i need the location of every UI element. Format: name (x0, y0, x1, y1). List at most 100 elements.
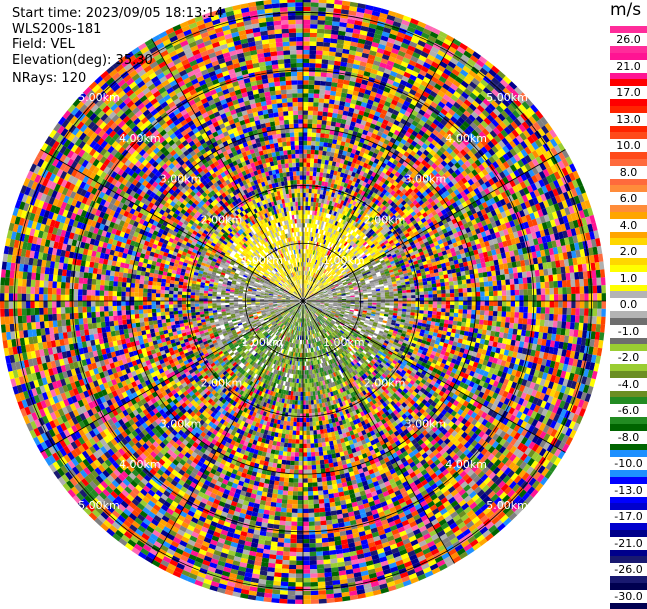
velocity-gate (539, 326, 544, 333)
velocity-gate (441, 308, 446, 312)
velocity-gate (557, 321, 562, 328)
velocity-gate (327, 69, 334, 74)
velocity-gate (415, 289, 420, 292)
velocity-gate (532, 295, 536, 301)
velocity-gate (303, 85, 309, 89)
velocity-gate (480, 310, 485, 315)
velocity-gate (573, 330, 578, 338)
velocity-gate (385, 294, 390, 297)
velocity-gate (327, 117, 332, 122)
velocity-gate (312, 180, 316, 185)
velocity-gate (486, 330, 491, 336)
velocity-gate (461, 271, 466, 276)
velocity-gate (303, 145, 307, 149)
velocity-gate (320, 77, 326, 82)
velocity-gate (536, 289, 541, 295)
velocity-gate (480, 296, 484, 301)
velocity-gate (303, 119, 308, 123)
velocity-gate (506, 285, 511, 291)
velocity-gate (454, 301, 458, 305)
velocity-gate (503, 333, 508, 339)
velocity-gate (311, 193, 314, 198)
velocity-gate (326, 82, 332, 87)
velocity-gate (523, 313, 528, 319)
velocity-gate (458, 309, 463, 313)
velocity-gate (580, 308, 585, 315)
velocity-gate (450, 309, 455, 313)
velocity-gate (558, 314, 563, 321)
velocity-gate (441, 312, 446, 316)
velocity-gate (309, 54, 316, 59)
velocity-gate (359, 303, 363, 305)
velocity-gate (406, 312, 411, 315)
velocity-gate (500, 322, 505, 328)
velocity-gate (502, 301, 506, 306)
velocity-gate (303, 54, 310, 58)
velocity-gate (489, 296, 493, 301)
velocity-gate (303, 63, 309, 67)
velocity-gate (484, 286, 489, 291)
velocity-gate (309, 176, 313, 181)
velocity-gate (597, 301, 602, 309)
velocity-gate (567, 301, 571, 308)
velocity-gate (441, 290, 446, 294)
velocity-gate (307, 154, 311, 159)
velocity-gate (532, 289, 537, 295)
velocity-gate (492, 276, 497, 282)
velocity-gate (541, 295, 545, 301)
velocity-gate (525, 265, 530, 272)
velocity-gate (499, 264, 504, 270)
velocity-gate (313, 107, 318, 112)
velocity-gate (561, 321, 566, 328)
velocity-gate (428, 287, 433, 291)
velocity-gate (478, 273, 483, 278)
velocity-gate (415, 286, 420, 290)
velocity-gate (549, 288, 554, 295)
velocity-gate (323, 147, 328, 152)
velocity-gate (479, 320, 484, 325)
velocity-gate (483, 272, 488, 277)
velocity-gate (328, 60, 335, 65)
velocity-gate (480, 282, 485, 287)
velocity-gate (325, 12, 333, 17)
velocity-gate (363, 296, 367, 298)
velocity-gate (532, 301, 536, 307)
velocity-gate (308, 206, 311, 211)
velocity-gate (500, 327, 505, 333)
velocity-gate (316, 172, 320, 177)
velocity-gate (591, 270, 596, 278)
velocity-gate (303, 59, 309, 63)
velocity-gate (303, 93, 308, 97)
velocity-gate (305, 240, 307, 244)
velocity-gate (441, 305, 446, 309)
velocity-gate (444, 323, 449, 328)
velocity-gate (332, 26, 340, 31)
velocity-gate (303, 41, 310, 45)
velocity-gate (589, 301, 593, 309)
velocity-gate (588, 286, 593, 294)
velocity-gate (458, 280, 463, 285)
velocity-gate (309, 223, 311, 228)
velocity-gate (385, 297, 389, 299)
velocity-gate (305, 210, 308, 214)
velocity-gate (575, 279, 580, 286)
velocity-gate (318, 103, 324, 108)
velocity-gate (303, 111, 308, 115)
velocity-gate (303, 167, 307, 171)
velocity-gate (313, 98, 319, 103)
velocity-gate (310, 215, 313, 220)
velocity-gate (312, 185, 315, 190)
velocity-gate (490, 266, 495, 272)
velocity-gate (449, 316, 454, 320)
velocity-gate (444, 320, 449, 324)
velocity-gate (597, 285, 602, 293)
velocity-gate (588, 278, 593, 286)
velocity-gate (476, 287, 481, 292)
velocity-gate (480, 315, 485, 320)
velocity-gate (504, 328, 509, 334)
velocity-gate (363, 294, 367, 296)
velocity-gate (467, 297, 471, 301)
velocity-gate (410, 286, 415, 289)
velocity-gate (329, 134, 334, 139)
velocity-gate (306, 184, 309, 188)
